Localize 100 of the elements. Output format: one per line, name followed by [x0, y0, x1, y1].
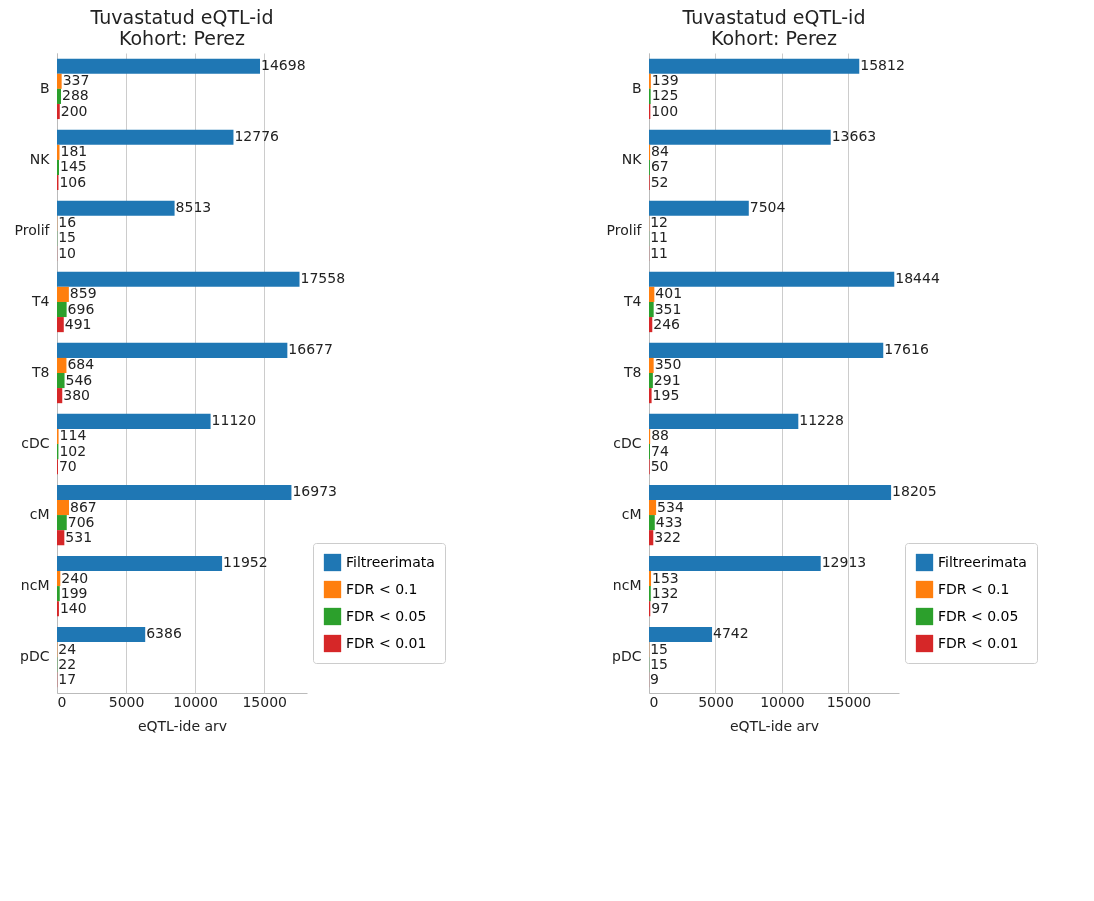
y-tick-label: Prolif — [606, 221, 643, 238]
data-label: 145 — [60, 158, 87, 175]
y-tick-label: T8 — [623, 364, 642, 380]
x-tick-label: 15000 — [826, 693, 872, 710]
data-label: 12 — [650, 214, 668, 231]
y-tick-label: cDC — [613, 435, 642, 452]
data-label: 125 — [651, 87, 679, 104]
data-label: 195 — [652, 386, 680, 403]
data-label: 67 — [650, 158, 669, 175]
legend-label: FDR < 0.1 — [346, 580, 418, 597]
data-label: 351 — [654, 300, 682, 317]
data-label: 17616 — [884, 341, 929, 358]
x-axis-title: eQTL-ide arv — [729, 717, 820, 734]
data-label: 240 — [61, 569, 89, 586]
legend-label: Filtreerimata — [938, 553, 1027, 570]
data-label: 139 — [651, 72, 679, 89]
data-label: 4742 — [713, 625, 749, 642]
data-label: 114 — [59, 427, 87, 444]
y-tick-label: T8 — [31, 364, 50, 380]
legend-label: FDR < 0.01 — [938, 634, 1019, 651]
y-tick-label: T4 — [623, 292, 642, 309]
chart-title: Tuvastatud eQTL-id Kohort: Perez — [89, 6, 274, 49]
x-tick-label: 15000 — [242, 693, 287, 710]
y-tick-label: pDC — [20, 648, 50, 665]
data-label: 88 — [651, 427, 669, 444]
data-label: 18444 — [895, 270, 940, 287]
data-label: 74 — [650, 442, 669, 459]
x-tick-label: 0 — [649, 693, 659, 710]
data-label: 350 — [654, 356, 682, 373]
data-label: 200 — [60, 102, 88, 119]
data-label: 16 — [58, 214, 77, 231]
data-label: 50 — [650, 457, 669, 474]
data-label: 16677 — [288, 341, 333, 358]
data-label: 15 — [650, 640, 669, 657]
data-label: 11120 — [211, 412, 257, 429]
data-label: 859 — [69, 285, 97, 302]
y-tick-label: pDC — [612, 648, 642, 665]
data-label: 546 — [65, 371, 93, 388]
data-label: 70 — [58, 457, 77, 474]
y-tick-label: ncM — [20, 577, 50, 594]
data-label: 132 — [651, 584, 679, 601]
data-label: 246 — [653, 315, 681, 332]
data-label: 106 — [59, 173, 87, 190]
data-label: 380 — [63, 386, 90, 403]
data-label: 100 — [651, 102, 679, 119]
data-label: 7504 — [749, 199, 786, 216]
data-label: 401 — [655, 285, 683, 302]
x-tick-label: 0 — [57, 693, 67, 710]
data-label: 22 — [58, 655, 77, 672]
y-tick-label: B — [631, 79, 642, 96]
data-label: 84 — [651, 143, 670, 160]
data-label: 12913 — [821, 554, 867, 571]
data-label: 14698 — [261, 57, 306, 74]
y-tick-label: B — [39, 79, 50, 96]
data-label: 433 — [655, 513, 683, 530]
data-label: 8513 — [175, 199, 212, 216]
data-label: 15812 — [860, 57, 905, 74]
data-label: 291 — [653, 371, 681, 388]
y-tick-label: cDC — [21, 435, 50, 452]
x-tick-label: 10000 — [760, 693, 805, 710]
legend-label: FDR < 0.1 — [938, 580, 1010, 597]
data-label: 534 — [657, 498, 684, 515]
data-label: 11 — [650, 229, 668, 246]
data-label: 140 — [59, 599, 87, 616]
data-label: 102 — [59, 442, 87, 459]
data-label: 24 — [58, 640, 77, 657]
data-label: 6386 — [146, 625, 182, 642]
data-label: 12776 — [234, 128, 280, 145]
data-label: 11952 — [223, 554, 268, 571]
legend-label: FDR < 0.01 — [346, 634, 427, 651]
data-label: 13663 — [831, 128, 877, 145]
y-tick-label: T4 — [31, 292, 50, 309]
data-label: 322 — [654, 528, 682, 545]
legend-label: FDR < 0.05 — [938, 607, 1019, 624]
y-tick-label: cM — [621, 506, 642, 523]
data-label: 15 — [58, 229, 77, 246]
x-tick-label: 10000 — [173, 693, 218, 710]
data-label: 531 — [65, 528, 93, 545]
y-tick-label: Prolif — [14, 221, 51, 238]
data-label: 97 — [651, 599, 670, 616]
x-tick-label: 5000 — [108, 693, 145, 710]
y-tick-label: NK — [29, 150, 51, 167]
data-label: 288 — [61, 87, 89, 104]
data-label: 199 — [60, 584, 88, 601]
data-label: 16973 — [292, 483, 337, 500]
legend-label: Filtreerimata — [346, 553, 435, 570]
legend-label: FDR < 0.05 — [346, 607, 427, 624]
data-label: 9 — [650, 670, 660, 687]
data-label: 11228 — [799, 412, 844, 429]
data-label: 18205 — [892, 483, 937, 500]
data-label: 181 — [60, 143, 88, 160]
data-label: 11 — [650, 244, 668, 261]
data-label: 867 — [69, 498, 97, 515]
data-label: 15 — [650, 655, 669, 672]
data-label: 17558 — [300, 270, 346, 287]
x-tick-label: 5000 — [698, 693, 734, 710]
data-label: 706 — [67, 513, 95, 530]
y-tick-label: ncM — [612, 577, 642, 594]
chart-title: Tuvastatud eQTL-id Kohort: Perez — [681, 6, 866, 49]
data-label: 153 — [652, 569, 679, 586]
